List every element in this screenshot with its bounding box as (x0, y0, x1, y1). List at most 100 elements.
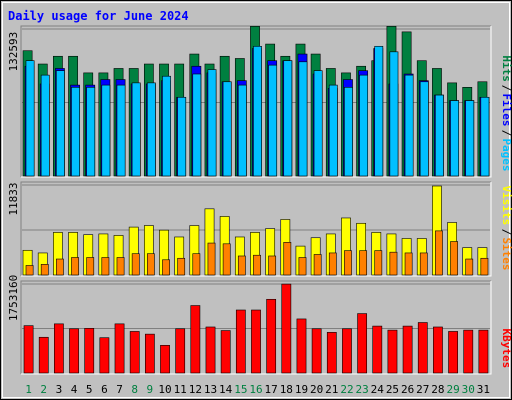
legend-pages: Pages (500, 138, 512, 171)
bar-kbytes-day-7 (114, 323, 125, 374)
day-label-5: 5 (86, 383, 93, 396)
legend-hits: Hits (500, 55, 512, 82)
bar-kbytes-day-30 (463, 329, 474, 374)
bar-pages-day-22 (344, 87, 353, 177)
day-label-12: 12 (189, 383, 202, 396)
bar-kbytes-day-15 (235, 309, 246, 374)
bar-kbytes-day-29 (448, 331, 458, 374)
day-label-9: 9 (147, 383, 154, 396)
day-label-15: 15 (234, 383, 247, 396)
bar-sites-day-15 (237, 255, 246, 276)
bar-sites-day-12 (192, 253, 201, 276)
day-label-31: 31 (477, 383, 490, 396)
day-label-18: 18 (280, 383, 293, 396)
bar-pages-day-25 (389, 51, 399, 177)
bar-pages-day-5 (86, 87, 96, 177)
bar-sites-day-29 (450, 241, 458, 276)
bar-pages-day-27 (419, 81, 429, 177)
bar-sites-day-16 (253, 254, 261, 276)
bar-sites-day-13 (207, 242, 216, 276)
bar-pages-day-18 (283, 60, 293, 177)
panel-middle-shadow (20, 181, 491, 276)
bar-sites-day-28 (435, 230, 443, 276)
bar-pages-day-2 (40, 74, 50, 177)
legend-separator: / (500, 130, 512, 137)
bar-pages-day-15 (237, 84, 247, 177)
bar-sites-day-2 (40, 264, 49, 276)
bar-sites-day-17 (268, 255, 277, 276)
bar-sites-day-22 (344, 250, 352, 276)
chart-title: Daily usage for June 2024 (8, 9, 189, 23)
bar-kbytes-day-16 (251, 309, 261, 374)
day-label-24: 24 (371, 383, 385, 396)
legend-files: Files (500, 93, 512, 126)
bar-kbytes-day-4 (69, 328, 79, 374)
day-label-20: 20 (310, 383, 323, 396)
bar-pages-day-7 (116, 84, 126, 177)
bar-pages-day-20 (313, 70, 323, 177)
panel-top-shadow (20, 25, 491, 177)
day-label-13: 13 (204, 383, 217, 396)
bar-kbytes-day-11 (175, 328, 186, 374)
bar-pages-day-11 (177, 96, 187, 177)
day-label-17: 17 (265, 383, 278, 396)
day-label-28: 28 (431, 383, 444, 396)
bar-pages-day-21 (328, 84, 338, 177)
bar-sites-day-4 (71, 257, 79, 276)
bar-pages-day-3 (56, 70, 65, 177)
bar-kbytes-day-17 (266, 298, 277, 374)
bar-kbytes-day-14 (220, 330, 231, 374)
bar-kbytes-day-6 (99, 337, 110, 374)
bar-sites-day-9 (146, 253, 155, 276)
legend-visits: Visits (500, 186, 512, 226)
bar-pages-day-28 (435, 94, 444, 177)
bar-pages-day-19 (298, 61, 308, 177)
day-label-25: 25 (386, 383, 399, 396)
bar-pages-day-8 (131, 82, 141, 177)
bar-kbytes-day-28 (433, 326, 443, 374)
day-label-2: 2 (40, 383, 47, 396)
day-label-27: 27 (416, 383, 429, 396)
day-label-10: 10 (158, 383, 171, 396)
day-label-21: 21 (325, 383, 338, 396)
bar-sites-day-30 (465, 258, 474, 276)
day-label-8: 8 (131, 383, 138, 396)
bar-sites-day-14 (222, 243, 231, 276)
bar-sites-day-10 (162, 259, 170, 276)
bar-kbytes-day-23 (357, 313, 368, 374)
bar-pages-day-1 (25, 60, 35, 177)
day-label-4: 4 (71, 383, 78, 396)
day-label-29: 29 (446, 383, 459, 396)
bar-kbytes-day-12 (190, 305, 201, 374)
day-label-11: 11 (174, 383, 187, 396)
bar-kbytes-day-10 (160, 345, 170, 374)
bar-sites-day-27 (419, 252, 428, 276)
bar-kbytes-day-1 (23, 325, 34, 374)
bar-pages-day-30 (465, 100, 475, 177)
bar-kbytes-day-5 (84, 328, 95, 374)
bar-sites-day-3 (56, 258, 64, 276)
bar-pages-day-17 (268, 64, 278, 177)
bar-pages-day-10 (162, 75, 171, 177)
day-label-7: 7 (116, 383, 123, 396)
bar-pages-day-29 (450, 100, 459, 177)
day-label-26: 26 (401, 383, 414, 396)
bar-kbytes-day-27 (417, 322, 428, 374)
bar-sites-day-7 (116, 257, 125, 276)
bar-kbytes-day-19 (296, 318, 307, 374)
bar-kbytes-day-13 (205, 326, 216, 374)
panel-bottom-hilite (21, 281, 492, 375)
bar-kbytes-day-25 (387, 329, 398, 374)
panel-top-hilite (21, 26, 492, 178)
bar-pages-day-31 (480, 96, 490, 177)
bar-sites-day-6 (101, 257, 110, 276)
bar-pages-day-13 (207, 69, 217, 177)
bar-kbytes-day-3 (54, 323, 64, 374)
bar-kbytes-day-18 (281, 283, 292, 374)
bar-kbytes-day-20 (311, 328, 322, 374)
bar-sites-day-8 (131, 253, 140, 276)
bar-sites-day-31 (480, 257, 489, 276)
bar-sites-day-20 (313, 254, 322, 276)
bar-pages-day-26 (404, 74, 414, 177)
